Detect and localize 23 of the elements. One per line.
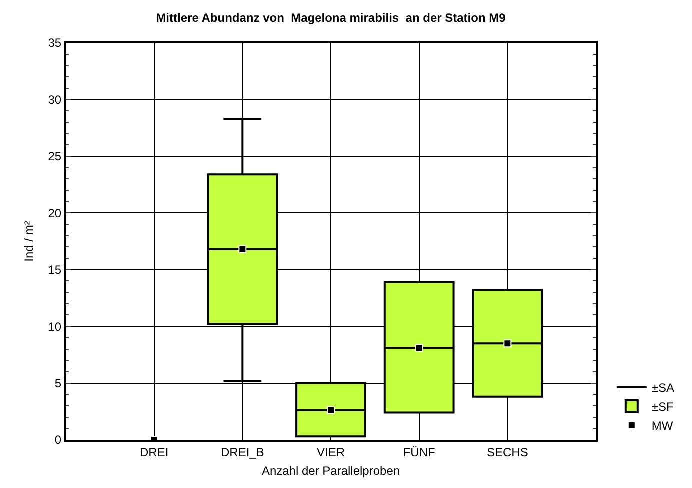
- y-axis-title: Ind / m²: [22, 221, 36, 262]
- text: ±SA: [652, 381, 674, 396]
- x-tick-label: DREI_B: [220, 445, 264, 460]
- y-tick-label: 35: [48, 36, 62, 50]
- x-axis-title: Anzahl der Parallelproben: [262, 464, 400, 478]
- y-tick-label: 15: [48, 263, 62, 278]
- point: [238, 245, 247, 254]
- point: [327, 406, 335, 415]
- y-tick-label: 5: [54, 376, 62, 390]
- y-tick-label: 20: [48, 206, 62, 220]
- y-tick-label: 25: [48, 150, 62, 164]
- legend-label: ±SF: [652, 400, 674, 414]
- legend-label: MW: [652, 419, 674, 434]
- x-tick-label: FÜNF: [403, 445, 436, 460]
- x-tick-label: VIER: [316, 445, 346, 460]
- y-tick-label: 0: [54, 433, 62, 448]
- x-tick-label: SECHS: [487, 445, 528, 460]
- point: [415, 344, 424, 352]
- point: [504, 340, 512, 348]
- x-tick-label: DREI: [140, 445, 169, 460]
- y-tick-label: 10: [48, 320, 62, 334]
- chart-title: Mittlere Abundanz von Magelona mirabilis an der Station M9: [156, 11, 506, 26]
- y-tick-label: 30: [48, 92, 62, 107]
